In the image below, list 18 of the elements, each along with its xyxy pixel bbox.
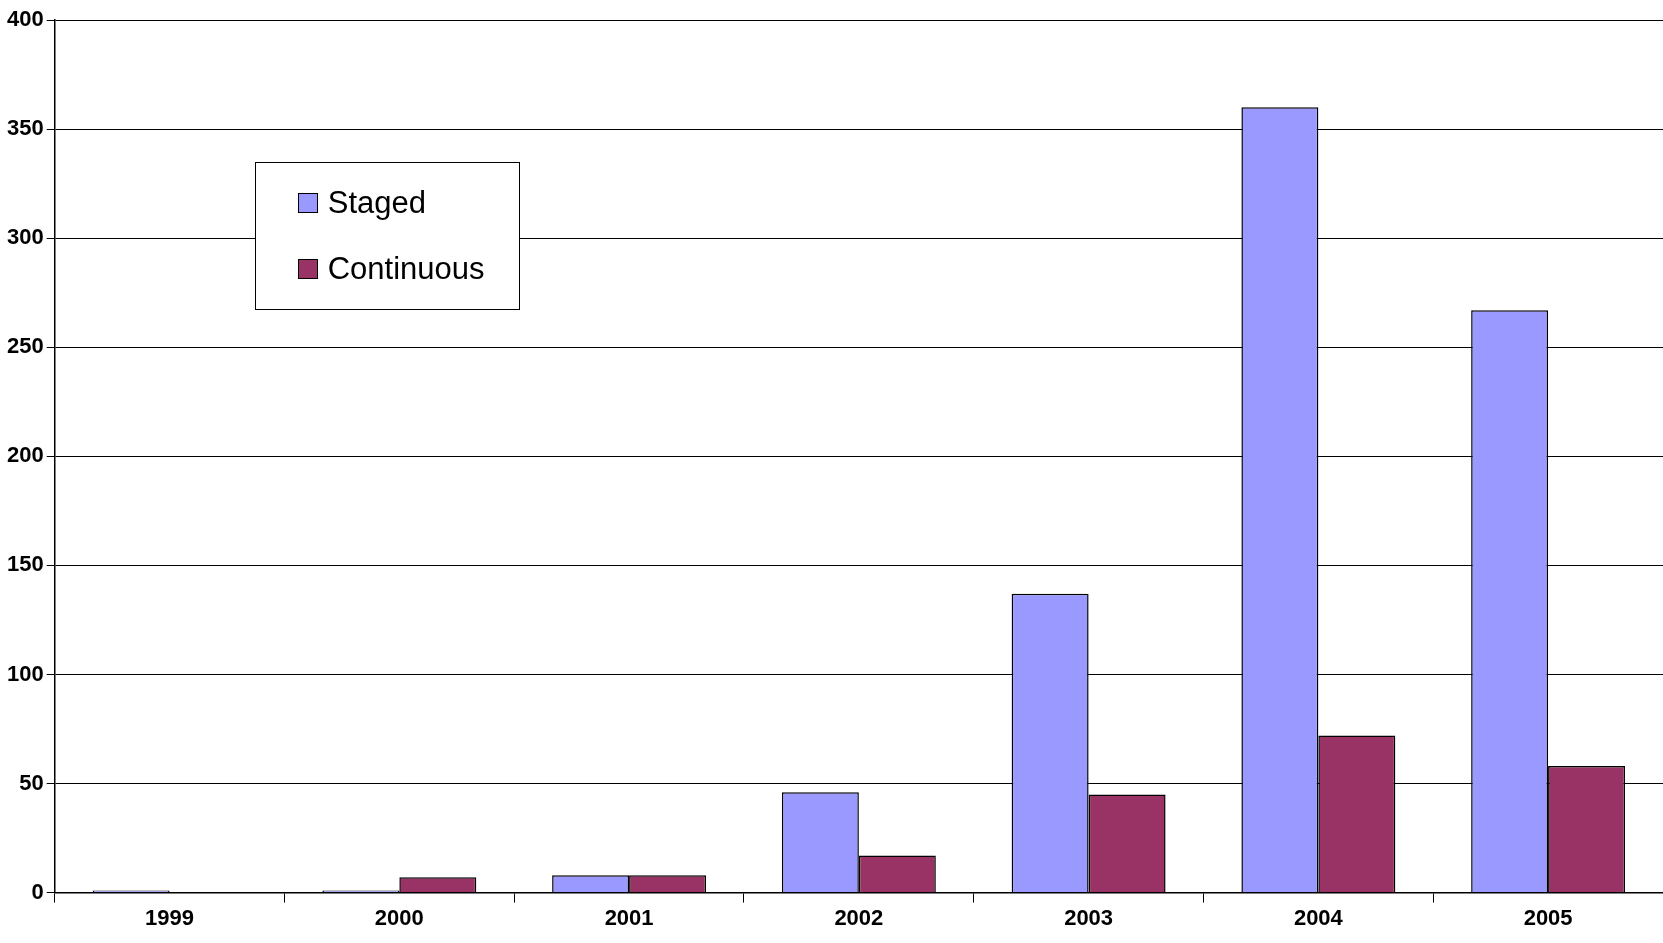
x-tick-label: 2004 [1293, 904, 1344, 930]
legend-label: Continuous [327, 251, 485, 287]
x-tick-label: 2003 [1064, 904, 1114, 930]
x-tick-label: 2002 [834, 904, 884, 930]
x-tick-label: 2005 [1523, 904, 1573, 930]
y-tick-label: 200 [6, 442, 44, 468]
y-tick-label: 0 [31, 878, 44, 904]
x-tick-label: 2000 [374, 904, 424, 930]
y-tick-label: 400 [6, 6, 44, 32]
y-tick-label: 350 [6, 115, 44, 141]
y-tick-label: 50 [19, 769, 44, 795]
x-tick-label: 1999 [145, 904, 195, 930]
legend-label: Staged [327, 185, 426, 221]
y-tick-label: 100 [6, 660, 44, 686]
y-tick-label: 250 [6, 333, 44, 359]
y-tick-label: 150 [6, 551, 44, 577]
x-tick-label: 2001 [604, 904, 654, 930]
y-tick-label: 300 [6, 224, 44, 250]
